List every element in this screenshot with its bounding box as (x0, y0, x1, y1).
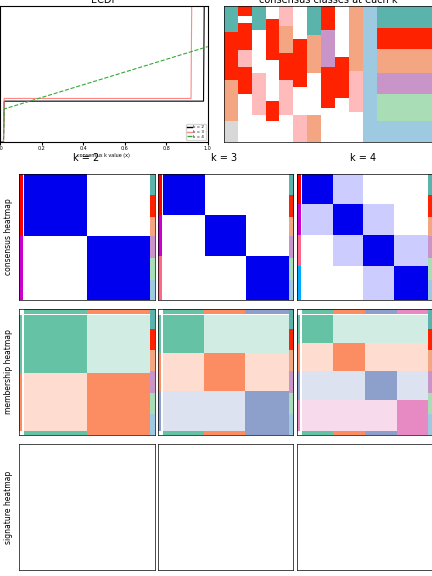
X-axis label: consensus k value (x): consensus k value (x) (77, 153, 130, 158)
Legend: k = 2, k = 3, k = 4: k = 2, k = 3, k = 4 (186, 124, 206, 140)
Title: ECDF: ECDF (91, 0, 117, 5)
Text: signature heatmap: signature heatmap (3, 471, 13, 544)
Text: membership heatmap: membership heatmap (3, 329, 13, 414)
Text: k = 4: k = 4 (350, 153, 376, 163)
Text: consensus heatmap: consensus heatmap (3, 199, 13, 275)
Title: consensus classes at each k: consensus classes at each k (259, 0, 397, 5)
Text: k = 2: k = 2 (73, 153, 99, 163)
Text: k = 3: k = 3 (211, 153, 237, 163)
